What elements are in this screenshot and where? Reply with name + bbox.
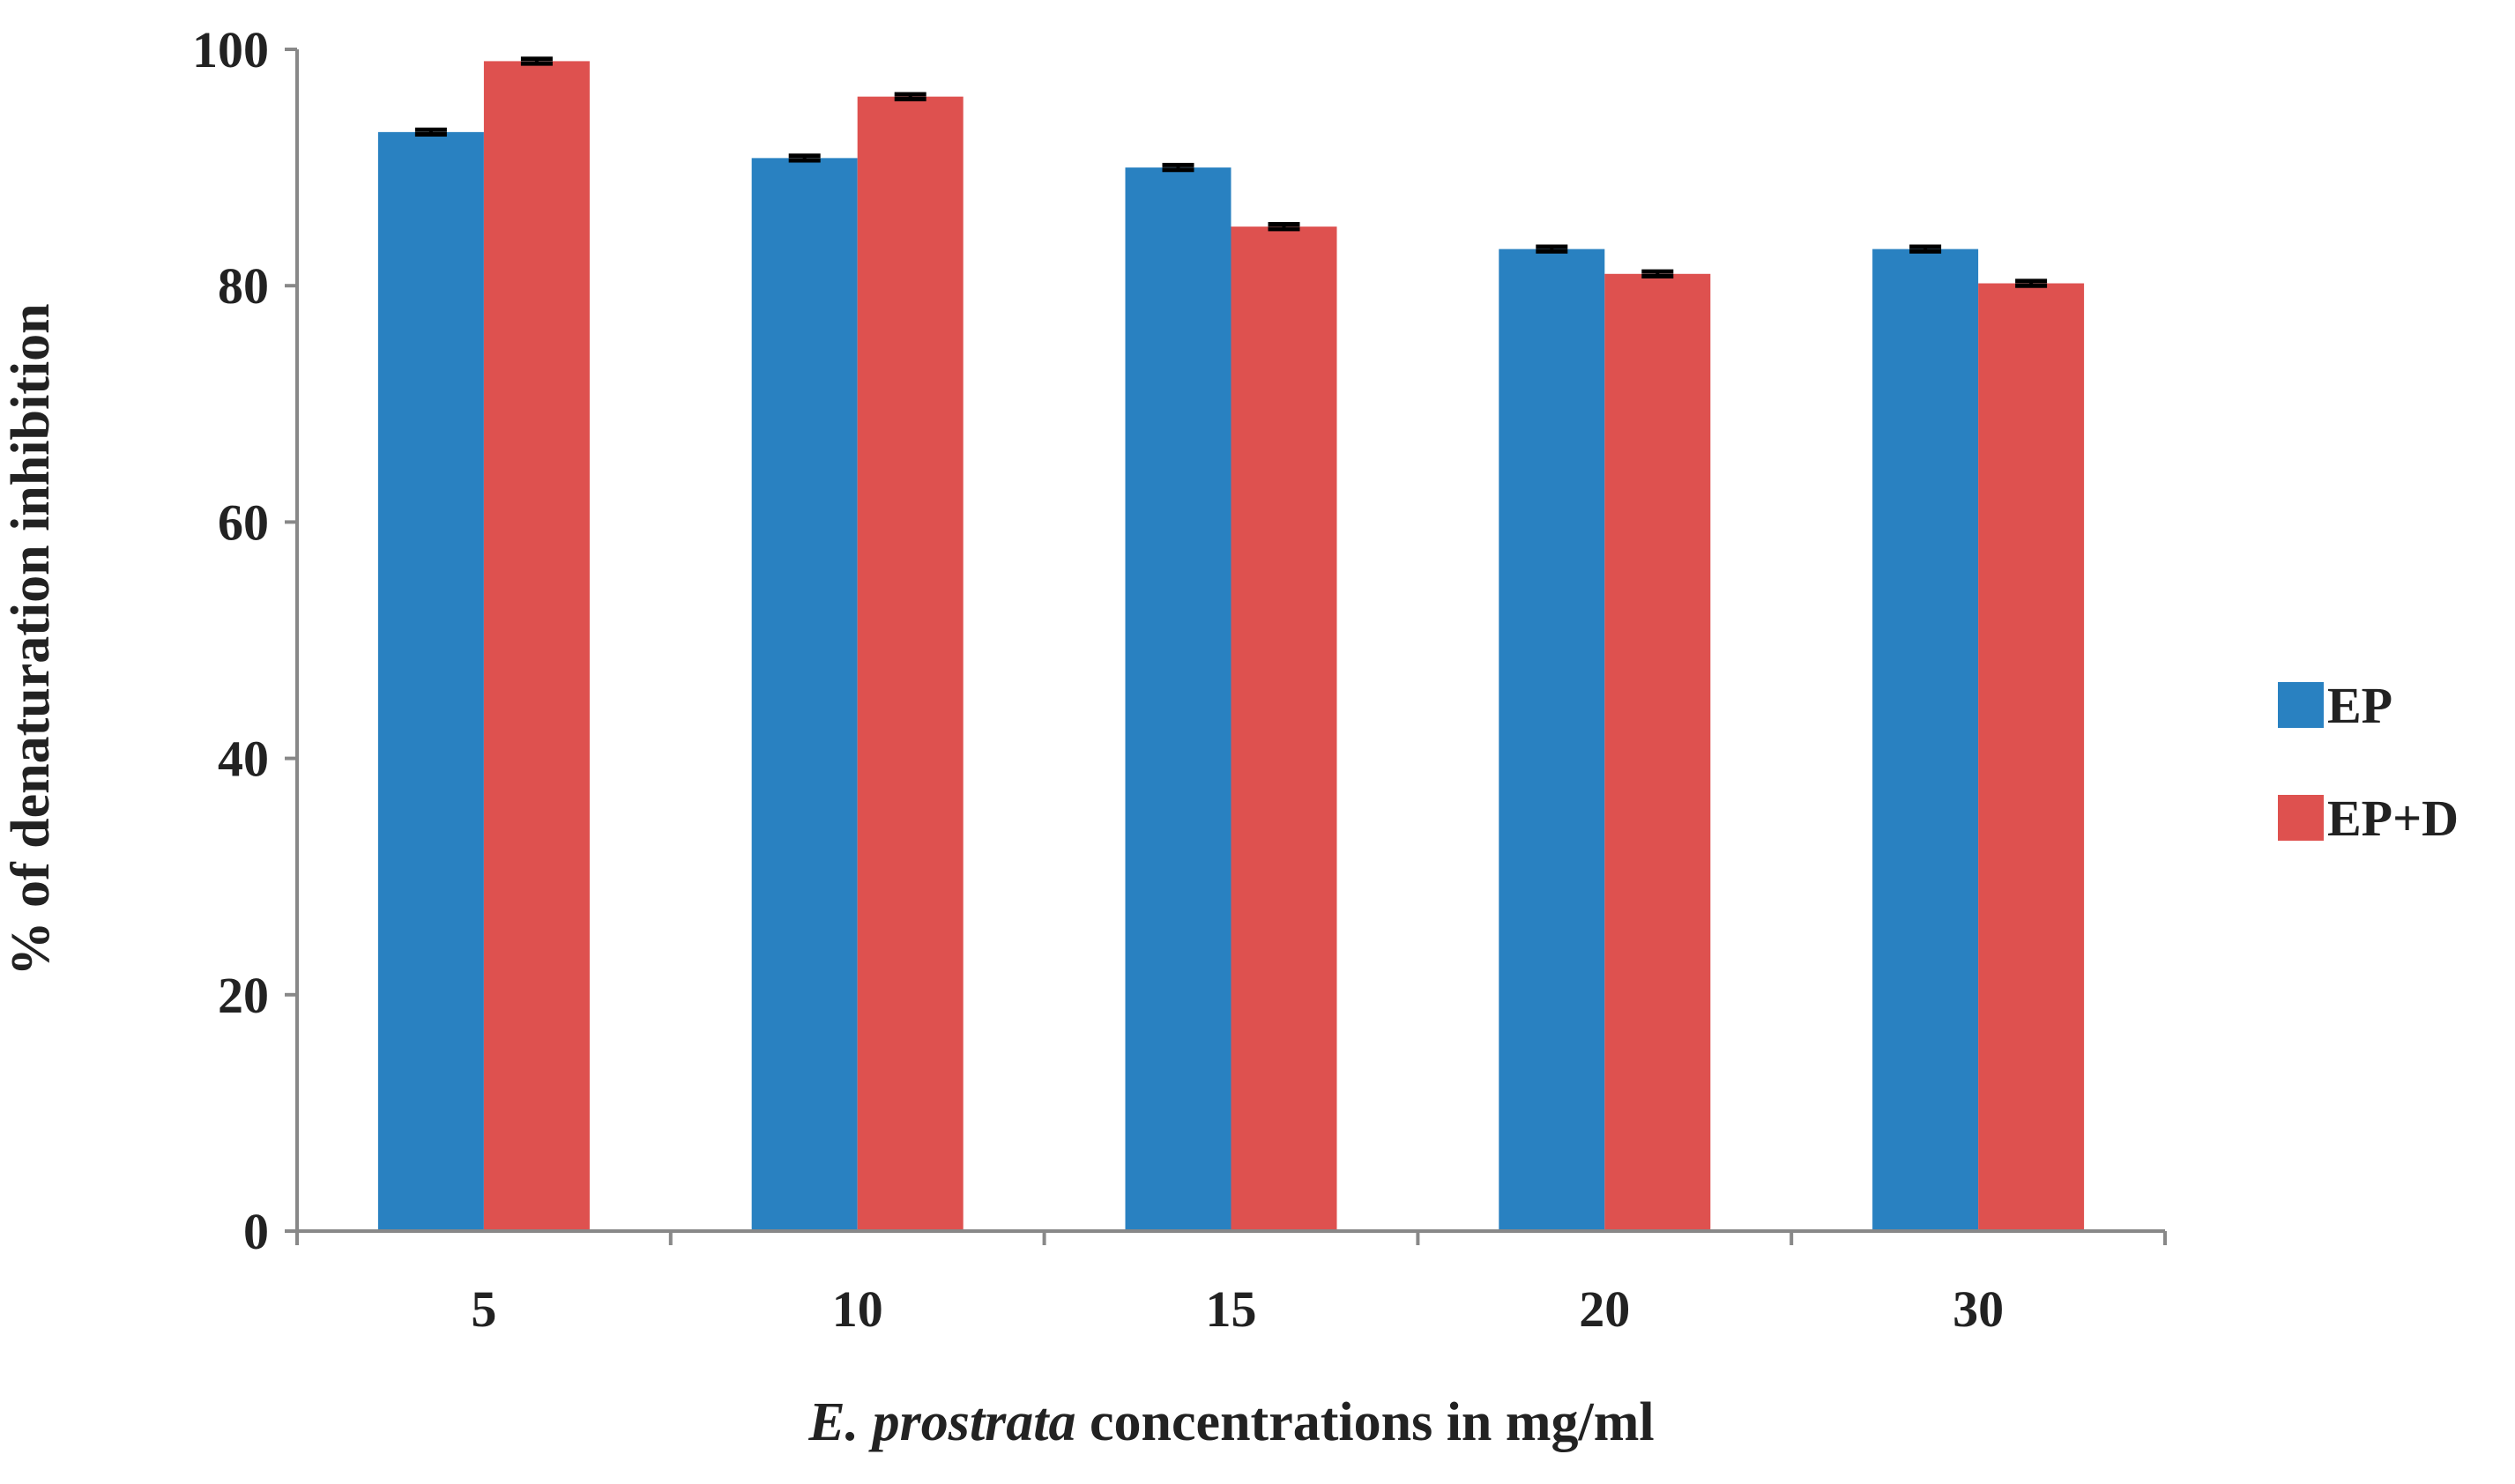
- x-tick-label: 30: [1953, 1280, 2004, 1338]
- bar: [1872, 249, 1979, 1231]
- legend-label: EP: [2327, 677, 2392, 734]
- bar: [751, 158, 858, 1232]
- x-tick-label: 15: [1206, 1280, 1257, 1338]
- bar: [377, 131, 484, 1231]
- bar: [1231, 226, 1337, 1231]
- y-tick-label: 100: [192, 21, 269, 78]
- legend-swatch: [2278, 795, 2324, 841]
- x-tick-label: 20: [1579, 1280, 1630, 1338]
- x-tick-label: 10: [832, 1280, 883, 1338]
- y-tick-label: 40: [218, 731, 269, 788]
- bar: [1978, 283, 2085, 1231]
- legend-label: EP+D: [2327, 790, 2459, 847]
- legend-swatch: [2278, 682, 2324, 728]
- x-axis-label-rest: concentrations in mg/ml: [1090, 1392, 1655, 1452]
- y-tick-label: 60: [218, 493, 269, 551]
- y-tick-label: 20: [218, 967, 269, 1024]
- y-tick-label: 80: [218, 257, 269, 315]
- x-axis-label-italic: E. prostrata: [807, 1392, 1075, 1452]
- bar: [1125, 167, 1231, 1232]
- x-tick-label: 5: [471, 1280, 496, 1338]
- bar: [857, 96, 964, 1231]
- y-axis-label: % of denaturation inhibition: [1, 303, 61, 976]
- y-tick-label: 0: [243, 1203, 269, 1260]
- bar: [1604, 273, 1711, 1231]
- bar: [483, 61, 590, 1231]
- x-axis-label: E. prostrata concentrations in mg/ml: [807, 1392, 1654, 1452]
- bar: [1499, 249, 1605, 1231]
